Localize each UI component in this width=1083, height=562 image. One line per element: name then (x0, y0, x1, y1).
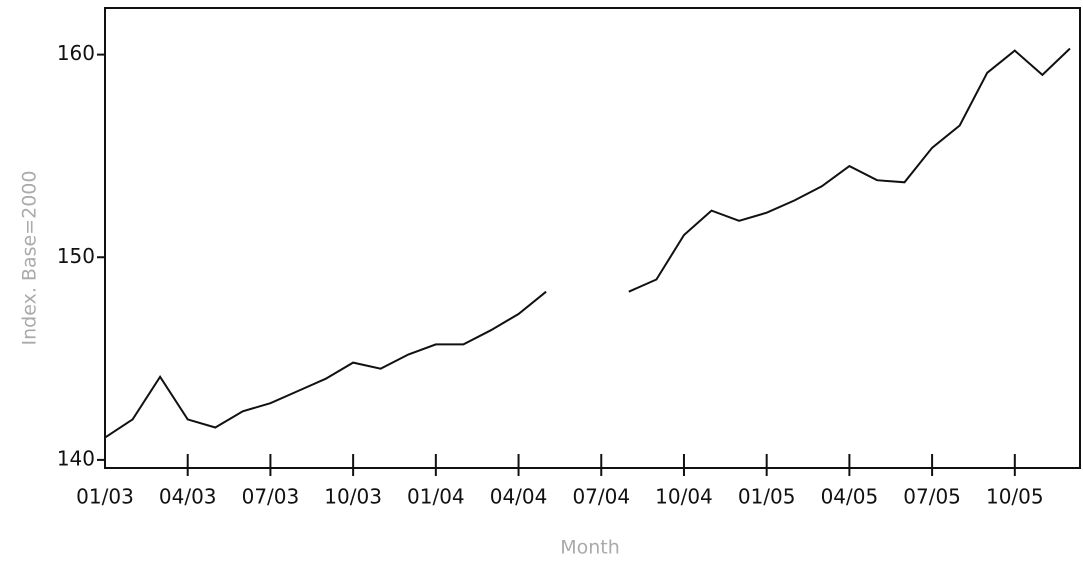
y-tick-label: 140 (57, 446, 95, 470)
x-tick-label: 07/03 (242, 485, 300, 509)
x-tick-label: 04/04 (490, 485, 548, 509)
data-line (104, 47, 1071, 439)
x-tick-label: 10/04 (655, 485, 713, 509)
x-tick-label: 07/04 (572, 485, 630, 509)
x-tick-label: 04/05 (821, 485, 879, 509)
x-tick-label: 01/04 (407, 485, 465, 509)
x-tick-label: 01/03 (76, 485, 134, 509)
x-tick-label: 04/03 (159, 485, 217, 509)
x-tick-label: 07/05 (903, 485, 961, 509)
x-tick-label: 10/05 (986, 485, 1044, 509)
x-tick-label: 01/05 (738, 485, 796, 509)
y-axis-title: Index. Base=2000 (19, 171, 41, 346)
x-axis-title: Month (560, 537, 620, 559)
y-tick-label: 160 (57, 41, 95, 65)
plot-frame (104, 7, 1081, 469)
y-tick-label: 150 (57, 244, 95, 268)
x-tick-label: 10/03 (324, 485, 382, 509)
